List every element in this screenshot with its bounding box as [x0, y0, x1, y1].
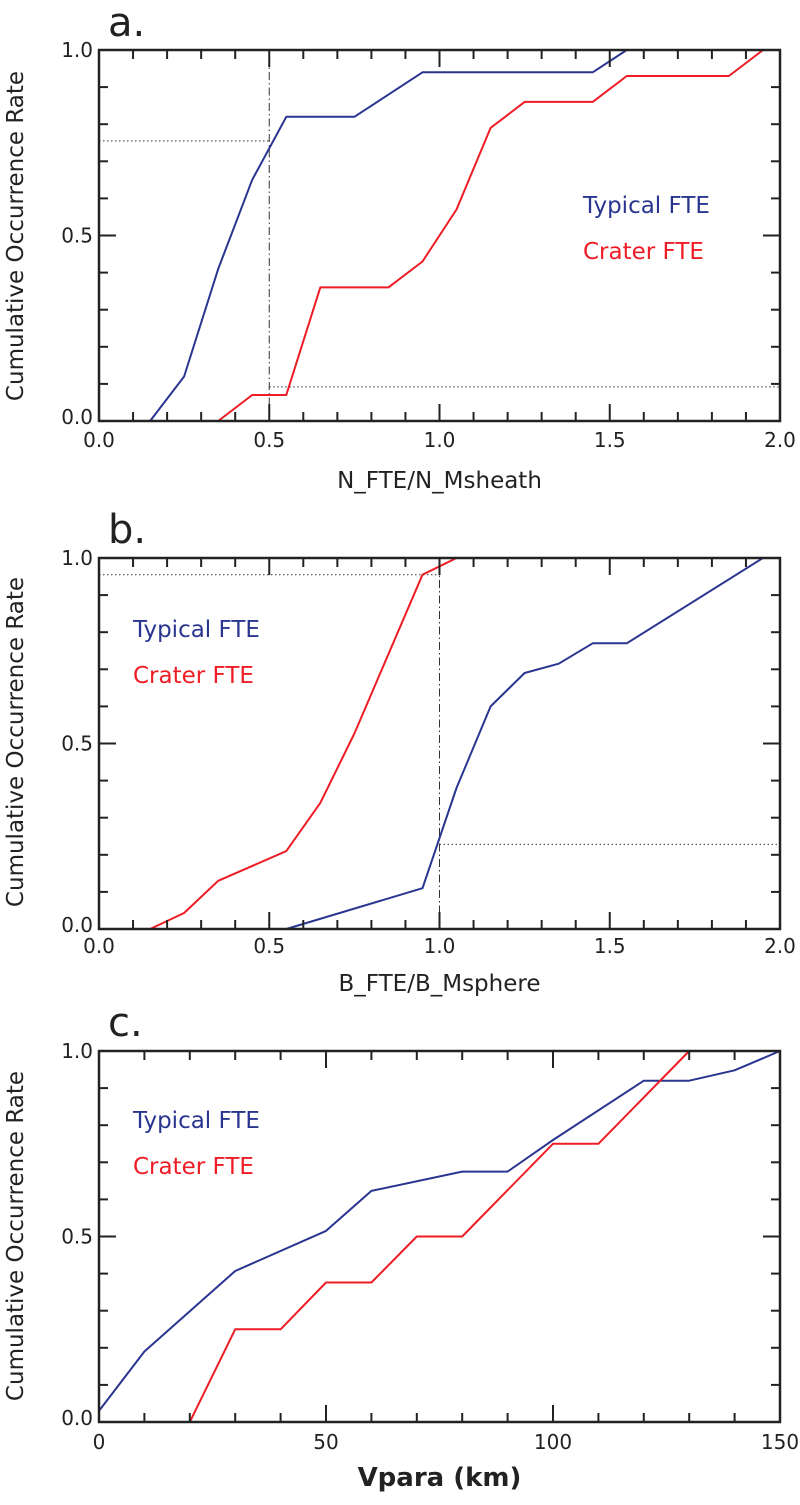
panel-letter: b.: [108, 507, 146, 553]
series-line-typical-fte: [98, 1050, 781, 1412]
x-tick-label: 0: [93, 1430, 106, 1454]
x-tick-label: 0.5: [253, 934, 285, 958]
x-axis-label: N_FTE/N_Msheath: [337, 468, 542, 494]
y-tick-label: 0.0: [61, 1406, 93, 1430]
panel-b: b. Typical FTE Crater FTE 0.0 0.5 1.0 1.5 2.0 0.…: [3, 507, 796, 997]
x-tick-label: 1.0: [424, 428, 456, 452]
legend-entry-crater-fte: Crater FTE: [133, 663, 254, 689]
y-tick-label: 1.0: [61, 38, 93, 62]
legend-entry-typical-fte: Typical FTE: [582, 193, 710, 219]
x-axis-label: Vpara (km): [358, 1463, 522, 1493]
y-tick-label: 1.0: [61, 1039, 93, 1063]
legend-entry-typical-fte: Typical FTE: [132, 1108, 260, 1134]
series-line-typical-fte: [150, 557, 764, 930]
panel-letter: a.: [108, 0, 145, 46]
y-axis-label: Cumulative Occurrence Rate: [3, 71, 29, 401]
series-line-crater-fte: [116, 49, 764, 422]
y-tick-label: 0.5: [61, 732, 93, 756]
y-tick-label: 1.0: [61, 546, 93, 570]
x-axis-label: B_FTE/B_Msphere: [339, 971, 541, 997]
x-tick-label: 0.5: [253, 428, 285, 452]
panel-a: a. Typical FTE Crater FTE 0.0 0.5 1.0 1.5 2.0 0.…: [3, 0, 796, 494]
y-tick-label: 0.0: [61, 913, 93, 937]
x-tick-label: 0.0: [83, 934, 115, 958]
x-tick-label: 0.0: [83, 428, 115, 452]
x-tick-label: 2.0: [764, 934, 796, 958]
legend-entry-crater-fte: Crater FTE: [583, 239, 704, 265]
series-line-crater-fte: [99, 1050, 780, 1423]
y-tick-label: 0.5: [61, 1225, 93, 1249]
x-tick-label: 1.5: [594, 428, 626, 452]
y-axis-label: Cumulative Occurrence Rate: [3, 1071, 29, 1401]
x-tick-label: 1.5: [594, 934, 626, 958]
x-tick-label: 1.0: [424, 934, 456, 958]
y-tick-label: 0.5: [61, 224, 93, 248]
x-tick-label: 150: [761, 1430, 799, 1454]
legend-entry-typical-fte: Typical FTE: [132, 617, 260, 643]
series-line-typical-fte: [149, 49, 780, 422]
x-tick-label: 2.0: [764, 428, 796, 452]
panel-letter: c.: [108, 1000, 143, 1046]
y-axis-label: Cumulative Occurrence Rate: [3, 577, 29, 907]
panel-c: c. Typical FTE Crater FTE 0 50 100 150 0.0 0.5 1.…: [3, 1000, 799, 1493]
legend-entry-crater-fte: Crater FTE: [133, 1154, 254, 1180]
x-tick-label: 100: [534, 1430, 572, 1454]
x-tick-label: 50: [313, 1430, 338, 1454]
y-tick-label: 0.0: [61, 405, 93, 429]
